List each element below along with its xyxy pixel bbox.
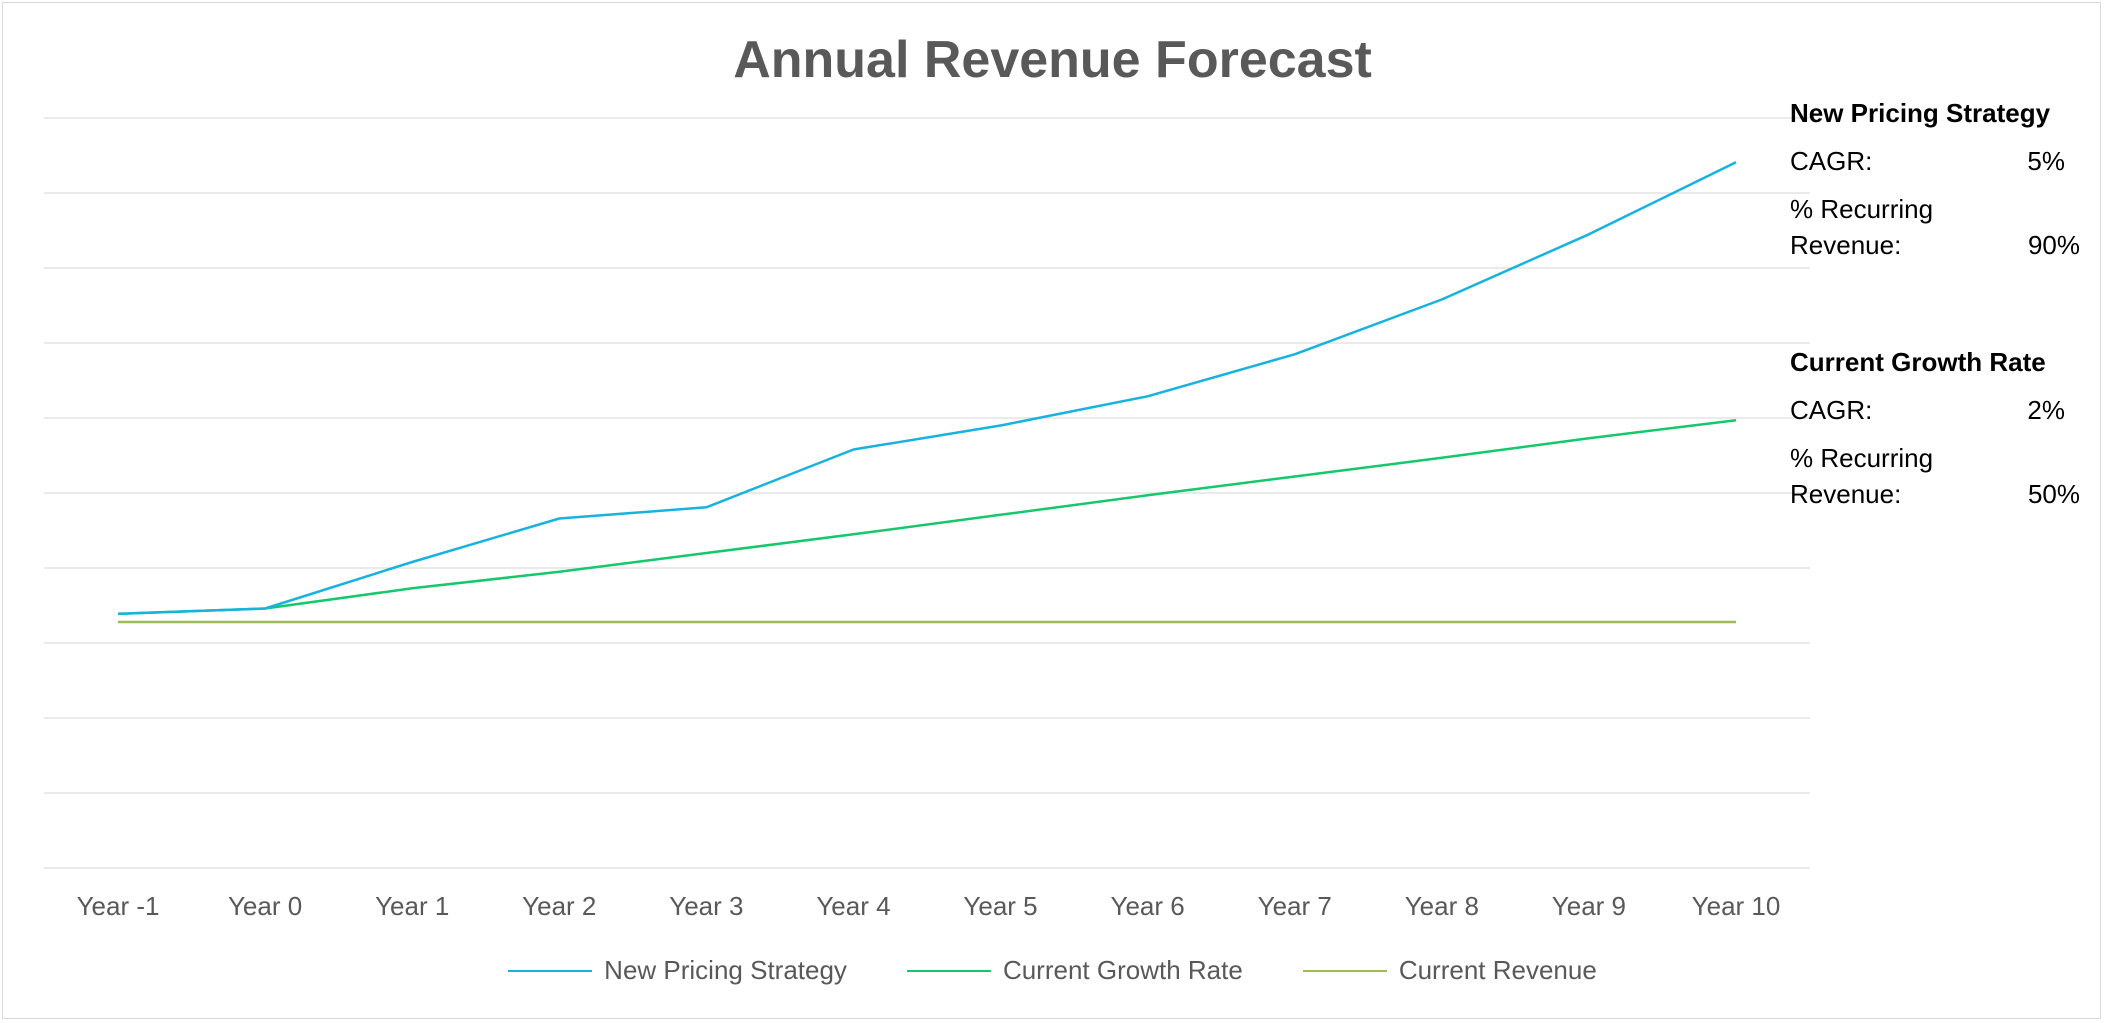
x-tick-label: Year 10 bbox=[1692, 891, 1781, 921]
cagr-value: 5% bbox=[2027, 146, 2065, 176]
x-tick-label: Year 8 bbox=[1405, 891, 1479, 921]
cagr-value: 2% bbox=[2027, 395, 2065, 425]
recurring-value: 90% bbox=[2027, 230, 2080, 260]
legend-label-current-revenue: Current Revenue bbox=[1398, 955, 1597, 985]
x-tick-label: Year 5 bbox=[963, 891, 1037, 921]
new-pricing-cagr-row: CAGR: 5% bbox=[1790, 143, 2080, 179]
current-growth-summary: Current Growth Rate CAGR: 2% % Recurring… bbox=[1790, 344, 2080, 512]
legend-swatch-new-pricing bbox=[508, 969, 593, 972]
x-tick-label: Year -1 bbox=[77, 891, 160, 921]
x-tick-label: Year 4 bbox=[816, 891, 890, 921]
series-line-new-pricing-strategy bbox=[117, 161, 1737, 616]
recurring-label-line1: % Recurring bbox=[1790, 194, 1934, 224]
legend-item-current-growth: Current Growth Rate bbox=[906, 955, 1243, 986]
recurring-label-line1: % Recurring bbox=[1790, 443, 1934, 473]
legend-item-new-pricing: New Pricing Strategy bbox=[508, 955, 847, 986]
chart-title: Annual Revenue Forecast bbox=[733, 31, 1372, 89]
x-tick-label: Year 3 bbox=[669, 891, 743, 921]
current-growth-recurring-row: % Recurring Revenue: 50% bbox=[1790, 440, 2080, 512]
cagr-label: CAGR: bbox=[1790, 146, 1873, 176]
cagr-label: CAGR: bbox=[1790, 395, 1873, 425]
legend-label-current-growth: Current Growth Rate bbox=[1002, 955, 1243, 985]
new-pricing-summary: New Pricing Strategy CAGR: 5% % Recurrin… bbox=[1790, 95, 2080, 263]
new-pricing-heading: New Pricing Strategy bbox=[1790, 98, 2051, 128]
current-growth-cagr-row: CAGR: 2% bbox=[1790, 392, 2080, 428]
new-pricing-recurring-row: % Recurring Revenue: 90% bbox=[1790, 191, 2080, 263]
recurring-label-line2: Revenue: bbox=[1790, 230, 1902, 260]
x-tick-label: Year 1 bbox=[375, 891, 449, 921]
recurring-label-line2: Revenue: bbox=[1790, 479, 1902, 509]
x-tick-label: Year 9 bbox=[1552, 891, 1626, 921]
legend-swatch-current-revenue bbox=[1302, 969, 1387, 972]
chart-legend: New Pricing Strategy Current Growth Rate… bbox=[0, 955, 2105, 986]
x-tick-label: Year 0 bbox=[228, 891, 302, 921]
recurring-value: 50% bbox=[2027, 479, 2080, 509]
x-tick-label: Year 7 bbox=[1258, 891, 1332, 921]
legend-swatch-current-growth bbox=[906, 969, 991, 972]
current-growth-heading: Current Growth Rate bbox=[1790, 347, 2046, 377]
legend-item-current-revenue: Current Revenue bbox=[1302, 955, 1597, 986]
legend-label-new-pricing: New Pricing Strategy bbox=[604, 955, 847, 985]
x-tick-label: Year 6 bbox=[1111, 891, 1185, 921]
x-tick-label: Year 2 bbox=[522, 891, 596, 921]
series-line-current-growth-rate bbox=[117, 419, 1737, 616]
